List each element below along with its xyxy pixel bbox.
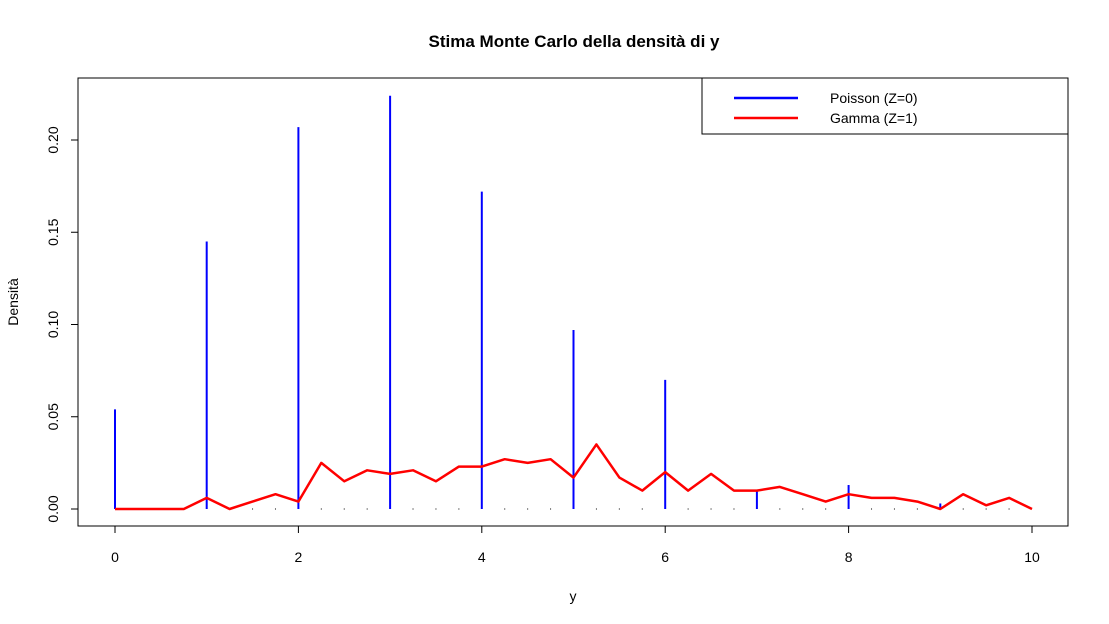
y-tick-label: 0.15 [45, 218, 61, 245]
grid-dot [802, 508, 804, 510]
grid-dot [504, 508, 506, 510]
y-axis-label: Densità [5, 278, 21, 326]
grid-dot [320, 508, 322, 510]
grid-dot [893, 508, 895, 510]
y-tick-label: 0.05 [45, 403, 61, 430]
grid-dot [825, 508, 827, 510]
grid-dot [527, 508, 529, 510]
x-axis: 0 2 4 6 8 10 [111, 525, 1040, 565]
x-tick-label: 6 [661, 549, 669, 565]
grid-dot [366, 508, 368, 510]
grid-dot [412, 508, 414, 510]
grid-dot [871, 508, 873, 510]
legend-box [701, 77, 1069, 135]
y-tick-label: 0.00 [45, 495, 61, 522]
grid-dot [618, 508, 620, 510]
grid-dot [550, 508, 552, 510]
series-layer [114, 95, 1033, 511]
grid-dot [687, 508, 689, 510]
y-axis: 0.00 0.05 0.10 0.15 0.20 [45, 126, 79, 523]
grid-dot [916, 508, 918, 510]
y-tick-label: 0.10 [45, 311, 61, 338]
grid-dot [595, 508, 597, 510]
grid-dot [710, 508, 712, 510]
grid-dot [252, 508, 254, 510]
grid-dot [985, 508, 987, 510]
gamma-line [115, 443, 1033, 511]
x-axis-label: y [570, 588, 577, 604]
grid-dot [779, 508, 781, 510]
chart-title: Stima Monte Carlo della densità di y [429, 32, 720, 51]
grid-dot [343, 508, 345, 510]
x-tick-label: 10 [1024, 549, 1040, 565]
x-tick-label: 2 [295, 549, 303, 565]
grid-dot [641, 508, 643, 510]
y-tick-label: 0.20 [45, 126, 61, 153]
x-tick-label: 8 [845, 549, 853, 565]
grid-dot [733, 508, 735, 510]
x-tick-label: 4 [478, 549, 486, 565]
legend-label: Poisson (Z=0) [830, 90, 918, 106]
grid-dot [458, 508, 460, 510]
grid-dot [962, 508, 964, 510]
legend-label: Gamma (Z=1) [830, 110, 918, 126]
legend: Poisson (Z=0) Gamma (Z=1) [701, 77, 1069, 135]
grid-dot [1008, 508, 1010, 510]
x-tick-label: 0 [111, 549, 119, 565]
grid-dot [274, 508, 276, 510]
grid-dot [435, 508, 437, 510]
